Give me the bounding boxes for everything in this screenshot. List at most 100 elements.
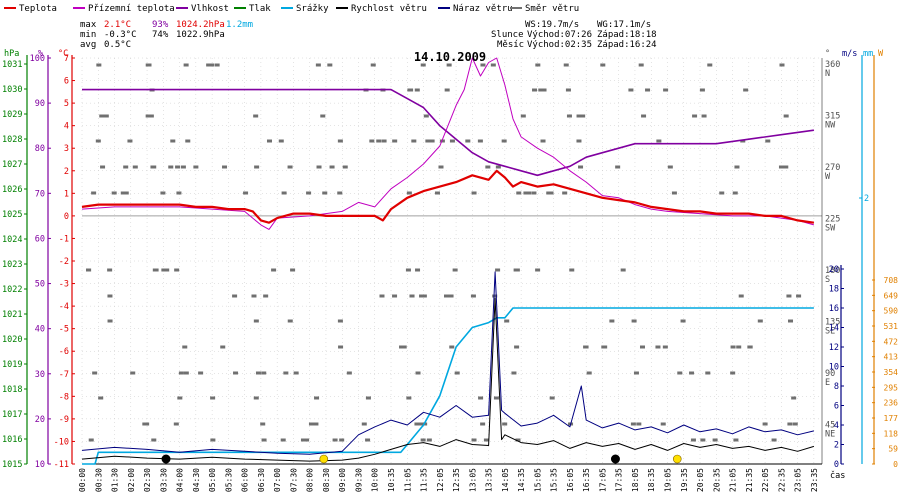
direction-dot <box>419 294 425 298</box>
series-line-rychlost-v-tru <box>81 297 815 462</box>
pressure-tick-label: 1015 <box>2 460 22 470</box>
direction-dot <box>705 371 711 375</box>
direction-dot <box>449 139 455 143</box>
direction-dot <box>523 191 529 195</box>
temperature-tick-label: -10 <box>54 437 69 447</box>
direction-dot <box>480 422 486 426</box>
series-line-vlhkost <box>82 88 815 177</box>
solar-tick-label: 236 <box>884 399 899 408</box>
direction-dot <box>177 396 183 400</box>
direction-dot <box>251 294 257 298</box>
direction-dot <box>609 319 615 323</box>
direction-dot <box>261 438 267 442</box>
direction-dot <box>732 191 738 195</box>
direction-compass-label: W <box>825 172 831 182</box>
temperature-tick-label: 5 <box>64 99 69 109</box>
direction-dot <box>339 438 345 442</box>
direction-dot <box>757 319 763 323</box>
direction-dot <box>645 88 651 92</box>
solar-unit-label: W <box>878 49 884 59</box>
direction-compass-label: N <box>825 69 830 79</box>
direction-dot <box>369 139 375 143</box>
direction-dot <box>699 88 705 92</box>
wind-unit-label: m/s <box>842 49 857 59</box>
stats-avg-temp: 0.5°C <box>104 40 131 50</box>
direction-dot <box>281 191 287 195</box>
direction-dot <box>740 139 746 143</box>
direction-dot <box>107 294 113 298</box>
direction-dot <box>562 191 568 195</box>
solar-tick-label: 0 <box>893 460 898 469</box>
direction-dot <box>253 319 259 323</box>
direction-dot <box>406 191 412 195</box>
direction-dot <box>771 438 777 442</box>
direction-dot <box>146 63 152 67</box>
legend-label: Směr větru <box>525 4 579 14</box>
humidity-tick-label: 10 <box>35 460 45 470</box>
direction-dot <box>620 268 626 272</box>
direction-dot <box>783 114 789 118</box>
direction-dot <box>490 63 496 67</box>
direction-dot <box>406 396 412 400</box>
direction-dot <box>254 165 260 169</box>
x-tick-label: 19:35 <box>680 468 689 492</box>
direction-dot <box>314 396 320 400</box>
x-tick-label: 00:30 <box>94 468 103 492</box>
x-tick-label: 13:35 <box>485 468 494 492</box>
pressure-tick-label: 1018 <box>2 385 22 395</box>
direction-dot <box>178 371 184 375</box>
direction-dot <box>151 165 157 169</box>
direction-compass-label: SW <box>825 224 836 234</box>
humidity-tick-label: 70 <box>35 189 45 199</box>
direction-dot <box>747 345 753 349</box>
temperature-tick-label: 3 <box>64 144 69 154</box>
direction-unit-label: ° <box>825 49 830 59</box>
direction-dot <box>791 396 797 400</box>
direction-dot <box>765 139 771 143</box>
direction-dot <box>549 396 555 400</box>
direction-dot <box>253 114 259 118</box>
direction-dot <box>399 345 405 349</box>
direction-compass-label: E <box>825 378 830 388</box>
direction-dot <box>743 88 749 92</box>
direction-dot <box>127 139 133 143</box>
direction-dot <box>175 165 181 169</box>
time-axis-label: čas <box>830 470 845 481</box>
direction-dot <box>762 422 768 426</box>
direction-dot <box>176 191 182 195</box>
x-tick-label: 18:35 <box>647 468 656 492</box>
direction-dot <box>628 88 634 92</box>
x-tick-label: 16:35 <box>582 468 591 492</box>
wind-tick-label: 0 <box>834 460 839 470</box>
pressure-unit-label: hPa <box>4 49 19 59</box>
wind-tick-label: 12 <box>829 343 839 353</box>
direction-dot <box>526 191 532 195</box>
wind-gust-max: WG:17.1m/s <box>597 20 651 30</box>
direction-dot <box>182 345 188 349</box>
series-line-sr-ky <box>82 307 814 465</box>
temperature-tick-label: 1 <box>64 189 69 199</box>
direction-dot <box>96 63 102 67</box>
direction-dot <box>414 422 420 426</box>
direction-dot <box>501 139 507 143</box>
direction-dot <box>208 63 214 67</box>
direction-dot <box>495 165 501 169</box>
direction-dot <box>168 165 174 169</box>
stats-max-hum: 93% <box>152 20 169 30</box>
direction-dot <box>493 396 499 400</box>
solar-tick-label: 472 <box>884 337 899 346</box>
direction-dot <box>641 114 647 118</box>
direction-tick-label: 180 <box>825 266 840 276</box>
x-tick-label: 15:05 <box>533 468 542 492</box>
direction-dot <box>329 165 335 169</box>
wind-tick-label: 4 <box>834 421 839 431</box>
direction-dot <box>142 422 148 426</box>
direction-dot <box>322 191 328 195</box>
humidity-tick-label: 100 <box>30 54 45 64</box>
temperature-tick-label: -5 <box>59 325 69 335</box>
direction-dot <box>287 319 293 323</box>
solar-tick-label: 354 <box>884 368 899 377</box>
stats-max-temp: 2.1°C <box>104 20 131 30</box>
direction-dot <box>253 396 259 400</box>
direction-dot <box>365 438 371 442</box>
